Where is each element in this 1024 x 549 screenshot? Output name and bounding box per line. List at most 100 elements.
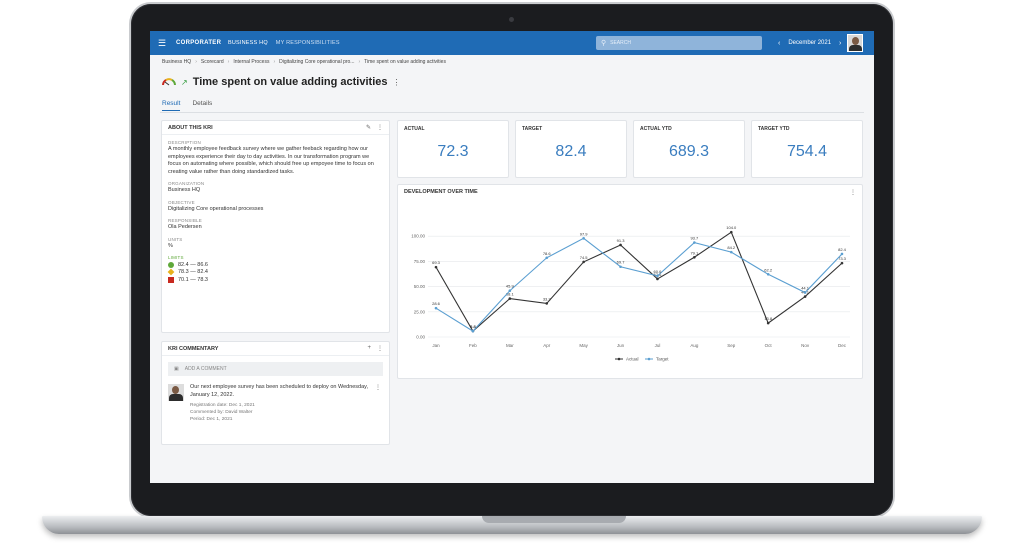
kpi-label: ACTUAL — [404, 126, 425, 132]
comment-item: Our next employee survey has been schedu… — [168, 384, 383, 423]
data-label: 28.6 — [432, 301, 441, 306]
x-tick-label: Nov — [801, 343, 810, 348]
kpi-label: TARGET — [522, 126, 543, 132]
x-tick-label: Jul — [655, 343, 661, 348]
data-point-target — [508, 289, 512, 293]
data-point-actual — [545, 302, 549, 305]
chevron-right-icon[interactable]: › — [839, 39, 842, 47]
app-screen: ☰ CORPORATER BUSINESS HQ MY RESPONSIBILI… — [150, 31, 874, 483]
kpi-value: 72.3 — [437, 143, 469, 160]
data-label: 69.3 — [432, 260, 441, 265]
x-tick-label: Sep — [727, 343, 736, 348]
data-label: 5.8 — [470, 324, 476, 329]
data-point-target — [803, 291, 807, 294]
data-label: 97.9 — [580, 231, 589, 236]
data-label: 5.8 — [470, 324, 476, 329]
x-tick-label: Jan — [432, 343, 440, 348]
data-label: 82.4 — [838, 247, 847, 252]
tab-details[interactable]: Details — [192, 100, 213, 107]
data-point-actual — [508, 297, 512, 300]
data-label: 62.2 — [764, 267, 773, 272]
add-comment-input[interactable]: ▣ ADD A COMMENT — [168, 362, 383, 376]
period-selector: ‹ December 2021 › — [770, 31, 849, 55]
data-point-target — [471, 329, 475, 333]
comment-period: Period: Dec 1, 2021 — [190, 417, 233, 422]
data-label: 44.1 — [801, 286, 810, 291]
chart-card: DEVELOPMENT OVER TIME ⋮ 0.00 25.00 50.00 75… — [397, 184, 863, 379]
kpi-actual-ytd[interactable]: ACTUAL YTD 689.3 — [633, 120, 745, 178]
data-label: 69.7 — [617, 260, 626, 265]
nav-business-hq[interactable]: BUSINESS HQ — [228, 40, 268, 46]
data-point-actual — [729, 230, 733, 234]
tab-result[interactable]: Result — [162, 100, 181, 111]
kpi-target[interactable]: TARGET 82.4 — [515, 120, 627, 178]
camera-icon — [509, 17, 514, 22]
data-label: 73.3 — [838, 256, 847, 261]
registration-date: Registration date: Dec 1, 2021 — [190, 403, 255, 408]
nav-my-responsibilities[interactable]: MY RESPONSIBILITIES — [275, 40, 340, 46]
organization-value: Business HQ — [168, 187, 201, 193]
search-input[interactable]: ⚲ SEARCH — [596, 36, 762, 50]
breadcrumb-item[interactable]: Business HQ — [162, 59, 192, 65]
description-label: DESCRIPTION — [168, 140, 201, 145]
legend-marker — [647, 357, 651, 361]
data-point-target — [582, 237, 585, 240]
x-tick-label: Aug — [690, 343, 699, 348]
organization-label: ORGANIZATION — [168, 181, 205, 186]
limit-range: 70.1 — 78.3 — [178, 276, 208, 283]
data-point-actual — [619, 243, 622, 247]
kebab-menu-icon[interactable]: ⋮ — [392, 77, 401, 87]
commentary-header: KRI COMMENTARY + ⋮ — [162, 342, 389, 356]
kebab-menu-icon[interactable]: ⋮ — [377, 346, 383, 352]
app-logo[interactable]: CORPORATER — [176, 40, 222, 46]
x-tick-label: Dec — [838, 343, 847, 348]
comment-text: Our next employee survey has been schedu… — [190, 384, 369, 398]
legend-marker — [617, 357, 621, 361]
kpi-value: 754.4 — [786, 143, 828, 160]
x-tick-label: May — [579, 343, 588, 348]
about-card: ABOUT THIS KRI ✎ ⋮ DESCRIPTION A monthly… — [161, 120, 390, 333]
kpi-label: ACTUAL YTD — [640, 126, 672, 132]
data-point-target — [545, 256, 549, 260]
kpi-actual[interactable]: ACTUAL 72.3 — [397, 120, 509, 178]
limit-range: 78.3 — 82.4 — [178, 269, 208, 275]
user-avatar[interactable] — [847, 34, 863, 52]
y-tick-label: 25.00 — [414, 309, 426, 314]
top-bar: ☰ CORPORATER BUSINESS HQ MY RESPONSIBILI… — [150, 31, 874, 55]
kpi-label: TARGET YTD — [758, 126, 790, 132]
limit-range: 82.4 — 86.6 — [178, 261, 208, 268]
commentary-card: KRI COMMENTARY + ⋮ ▣ ADD A COMMENT Our n… — [161, 341, 390, 445]
search-icon: ⚲ — [601, 40, 607, 47]
hamburger-icon[interactable]: ☰ — [157, 37, 167, 48]
limits-label: LIMITS — [168, 255, 184, 260]
x-tick-label: Feb — [469, 343, 477, 348]
kebab-menu-icon[interactable]: ⋮ — [850, 189, 856, 196]
data-label: 45.9 — [506, 284, 515, 289]
plus-icon[interactable]: + — [367, 345, 371, 351]
data-label: 93.7 — [690, 236, 699, 241]
kpi-target-ytd[interactable]: TARGET YTD 754.4 — [751, 120, 863, 178]
pencil-icon[interactable]: ✎ — [365, 125, 371, 131]
y-tick-label: 100.00 — [411, 234, 425, 239]
breadcrumb-item[interactable]: Scorecard — [200, 59, 224, 65]
kpi-value: 82.4 — [555, 143, 587, 160]
period-label[interactable]: December 2021 — [788, 40, 832, 46]
tabs: Result Details — [162, 100, 212, 111]
yellow-diamond-icon — [167, 268, 175, 276]
red-square-icon — [168, 276, 174, 283]
data-point-actual — [582, 260, 585, 264]
chart-header: DEVELOPMENT OVER TIME ⋮ — [398, 185, 862, 199]
kpi-value: 689.3 — [668, 143, 710, 160]
chart-title: DEVELOPMENT OVER TIME — [404, 189, 478, 195]
kebab-menu-icon[interactable]: ⋮ — [377, 125, 383, 131]
data-point-actual — [656, 277, 659, 281]
chevron-left-icon[interactable]: ‹ — [778, 39, 781, 47]
breadcrumb-item[interactable]: Digitalizing Core operational pro... — [279, 59, 355, 65]
page-title: Time spent on value adding activities — [192, 76, 388, 88]
breadcrumb-item[interactable]: Internal Process — [233, 59, 270, 65]
data-point-actual — [693, 255, 696, 259]
y-tick-label: 50.00 — [414, 284, 426, 289]
data-label: 104.0 — [726, 225, 737, 230]
kebab-menu-icon[interactable]: ⋮ — [375, 385, 381, 391]
data-point-actual — [840, 261, 844, 265]
